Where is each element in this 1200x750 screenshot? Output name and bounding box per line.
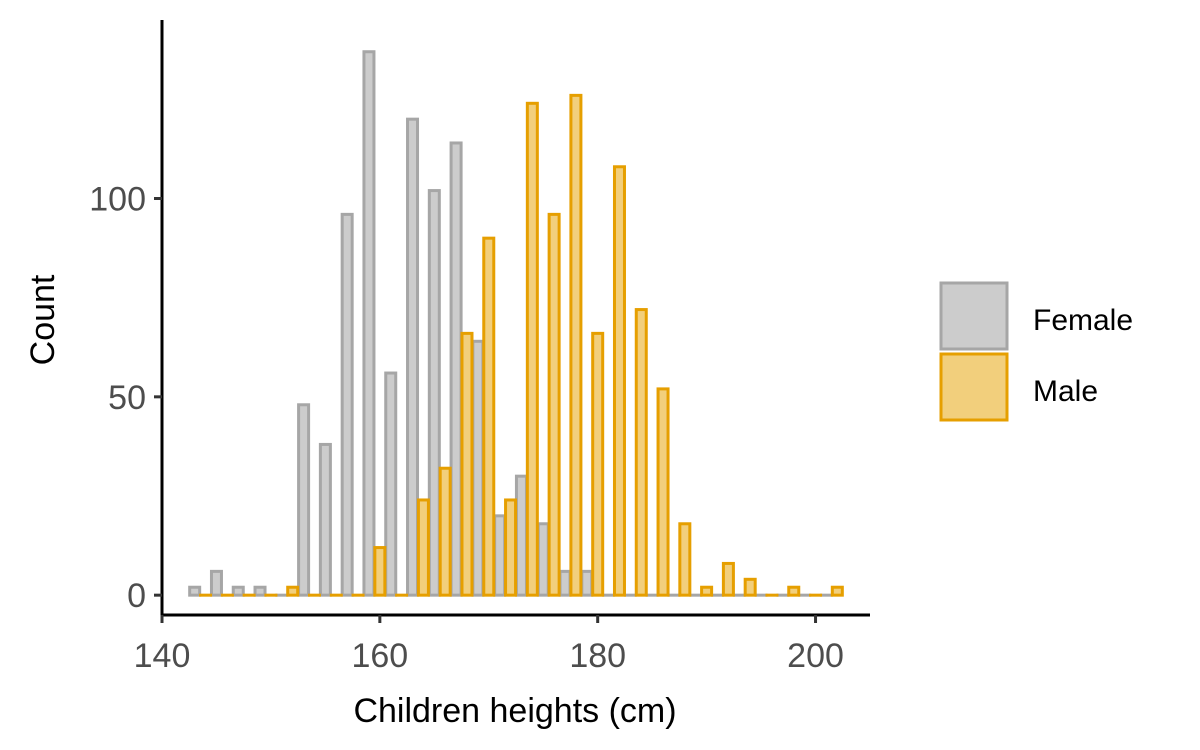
bar-female-161 bbox=[384, 371, 398, 597]
legend-key-female bbox=[939, 281, 1009, 351]
bar-male-172 bbox=[504, 498, 518, 597]
legend-label-female: Female bbox=[1033, 304, 1133, 337]
bar-female-169 bbox=[471, 339, 485, 597]
bar-male-198 bbox=[787, 585, 801, 597]
bar-male-188 bbox=[678, 522, 692, 597]
bar-male-190 bbox=[700, 585, 714, 597]
x-tick-label: 180 bbox=[569, 637, 626, 675]
bar-female-167 bbox=[449, 141, 463, 597]
x-tick-label: 140 bbox=[134, 637, 191, 675]
bar-female-145 bbox=[209, 569, 223, 597]
x-tick-label: 160 bbox=[351, 637, 408, 675]
bar-female-171 bbox=[493, 514, 507, 597]
x-axis-title: Children heights (cm) bbox=[353, 692, 676, 730]
y-axis-title: Count bbox=[24, 274, 62, 365]
y-tick-label: 100 bbox=[89, 181, 146, 219]
y-ticks: 0 50 100 bbox=[89, 181, 162, 615]
bar-female-177 bbox=[558, 569, 572, 597]
bar-female-157 bbox=[340, 212, 354, 597]
bar-female-153 bbox=[297, 403, 311, 597]
y-tick-label: 0 bbox=[127, 577, 146, 615]
legend: Female Male bbox=[939, 281, 1133, 422]
bar-male-184 bbox=[634, 308, 648, 597]
bar-male-166 bbox=[438, 466, 452, 597]
bar-female-165 bbox=[427, 189, 441, 597]
bar-male-168 bbox=[460, 331, 474, 597]
bar-female-163 bbox=[406, 117, 420, 597]
legend-label-male: Male bbox=[1033, 375, 1098, 408]
bar-female-155 bbox=[318, 442, 332, 597]
bar-male-174 bbox=[525, 101, 539, 597]
bar-female-149 bbox=[253, 585, 267, 597]
bar-female-143 bbox=[188, 585, 202, 597]
bar-male-152 bbox=[286, 585, 300, 597]
bar-male-202 bbox=[830, 585, 844, 597]
bar-male-194 bbox=[743, 577, 757, 597]
bar-male-182 bbox=[612, 165, 626, 597]
y-tick-label: 50 bbox=[108, 379, 146, 417]
bar-female-179 bbox=[580, 569, 594, 597]
bar-male-160 bbox=[373, 546, 387, 597]
bar-male-176 bbox=[547, 212, 561, 597]
bar-male-186 bbox=[656, 387, 670, 597]
bar-female-159 bbox=[362, 50, 376, 597]
bar-male-164 bbox=[416, 498, 430, 597]
bar-female-173 bbox=[514, 474, 528, 597]
bar-male-170 bbox=[482, 236, 496, 597]
bars-layer bbox=[188, 50, 844, 597]
x-tick-label: 200 bbox=[787, 637, 844, 675]
x-ticks: 140 160 180 200 bbox=[134, 615, 844, 675]
bar-male-192 bbox=[721, 561, 735, 597]
bar-male-178 bbox=[569, 93, 583, 597]
bar-female-175 bbox=[536, 522, 550, 597]
bar-male-180 bbox=[591, 331, 605, 597]
bar-female-147 bbox=[231, 585, 245, 597]
legend-key-male bbox=[939, 352, 1009, 422]
